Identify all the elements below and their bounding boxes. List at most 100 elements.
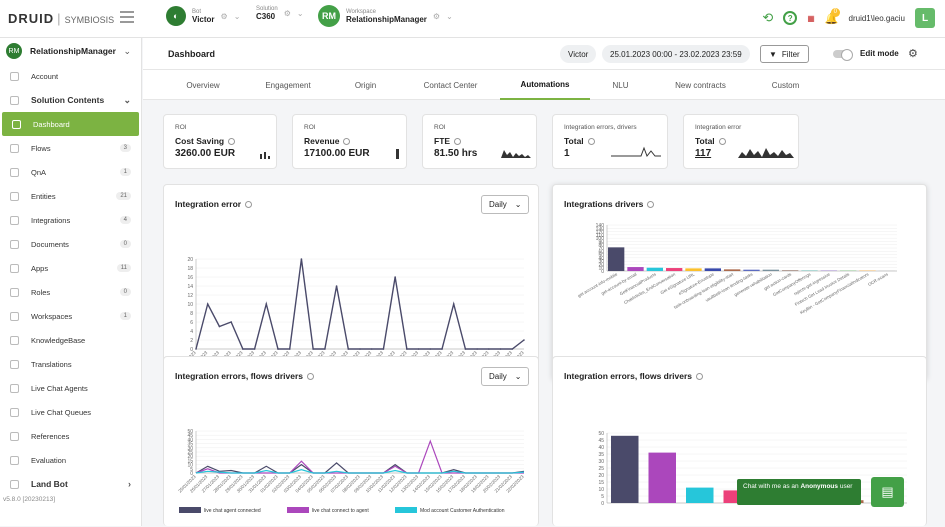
chat-launcher-icon[interactable]: ▤ [871, 477, 904, 507]
sidebar-item-translations[interactable]: Translations [0, 352, 141, 376]
notifications-icon[interactable]: 🔔0 [825, 12, 839, 25]
bar [647, 268, 663, 271]
filter-icon: ▼ [769, 50, 777, 59]
kpi-revenue: ROI Revenue 17100.00 EUR [292, 114, 407, 169]
edit-mode-label: Edit mode [860, 49, 899, 58]
bar [705, 268, 721, 271]
integrations-icon[interactable]: ⟲ [762, 10, 773, 26]
sidebar-item-land-bot[interactable]: Land Bot› [0, 472, 141, 496]
bar [666, 268, 682, 271]
bar [611, 436, 639, 503]
sparkline [394, 148, 402, 159]
page-title: Dashboard [168, 49, 215, 59]
settings-icon[interactable]: ⚙ [221, 12, 228, 21]
y-tick-label: 20 [598, 473, 604, 479]
sparkline [259, 149, 271, 159]
chevron-down-icon[interactable]: ⌄ [123, 95, 131, 106]
integration-error-line-chart: 0246810121416182025/01/202326/01/202327/… [164, 185, 540, 377]
filter-button[interactable]: ▼Filter [760, 45, 809, 63]
kpi-cost-saving: ROI Cost Saving 3260.00 EUR [163, 114, 277, 169]
sparkline [501, 148, 531, 159]
info-icon [719, 138, 726, 145]
bot-pill[interactable]: Victor [560, 45, 596, 63]
workspace-avatar: RM [318, 5, 340, 27]
sidebar-item-evaluation[interactable]: Evaluation [0, 448, 141, 472]
knowledgebase-icon [10, 336, 19, 345]
settings-icon[interactable]: ⚙ [433, 12, 440, 21]
gear-icon[interactable]: ⚙ [908, 47, 918, 60]
menu-icon[interactable] [120, 11, 134, 26]
chevron-down-icon[interactable]: ⌄ [297, 9, 304, 18]
kpi-integration-error: Integration error Total 117 [683, 114, 799, 169]
legend-label: live chat agent connected [204, 508, 261, 514]
series-line [196, 470, 524, 473]
username[interactable]: druid1\leo.gaciu [849, 14, 905, 23]
y-tick-label: 50 [598, 431, 604, 437]
help-icon[interactable]: ? [783, 11, 797, 25]
series-line [196, 441, 524, 473]
tab-nlu[interactable]: NLU [603, 70, 638, 100]
sidebar-item-knowledgebase[interactable]: KnowledgeBase [0, 328, 141, 352]
user-avatar[interactable]: L [915, 8, 935, 28]
tab-origin[interactable]: Origin [343, 70, 388, 100]
druid-logo[interactable]: DRUID|SYMBIOSIS [8, 11, 114, 26]
qna-icon [10, 168, 19, 177]
tab-engagement[interactable]: Engagement [253, 70, 323, 100]
workspaces-icon [10, 312, 19, 321]
tab-contact-center[interactable]: Contact Center [413, 70, 488, 100]
bar [724, 269, 740, 271]
workspace-avatar: RM [6, 43, 22, 59]
sidebar-item-references[interactable]: References [0, 424, 141, 448]
references-icon [10, 432, 19, 441]
apps-icon [10, 264, 19, 273]
tab-new-contracts[interactable]: New contracts [663, 70, 738, 100]
dashboard-icon [12, 120, 21, 129]
tab-automations[interactable]: Automations [500, 70, 590, 100]
main-content: Dashboard Victor 25.01.2023 00:00 - 23.0… [143, 38, 945, 526]
bar [686, 488, 714, 503]
agents-icon [10, 384, 19, 393]
integration-error-total-link[interactable]: 117 [695, 148, 711, 159]
language-flag-icon[interactable]: ▦ [807, 14, 815, 23]
documents-icon [10, 240, 19, 249]
sidebar-item-live-chat-agents[interactable]: Live Chat Agents [0, 376, 141, 400]
y-tick-label: 6 [190, 320, 193, 326]
chevron-down-icon[interactable]: ⌄ [234, 12, 241, 21]
y-tick-label: 30 [598, 459, 604, 465]
bar [627, 267, 643, 271]
sidebar-section-solution-contents[interactable]: Solution Contents⌄ [0, 88, 141, 112]
sidebar-item-dashboard[interactable]: Dashboard [2, 112, 139, 136]
tab-overview[interactable]: Overview [173, 70, 233, 100]
chevron-right-icon[interactable]: › [128, 479, 131, 489]
evaluation-icon [10, 456, 19, 465]
y-tick-label: 10 [187, 302, 193, 308]
chevron-down-icon[interactable]: ⌄ [123, 46, 131, 57]
y-tick-label: 10 [598, 487, 604, 493]
sidebar-item-account[interactable]: Account [0, 64, 141, 88]
chevron-down-icon[interactable]: ⌄ [446, 12, 453, 21]
sidebar-item-live-chat-queues[interactable]: Live Chat Queues [0, 400, 141, 424]
chat-invitation[interactable]: Chat with me as an Anonymous user [737, 479, 861, 505]
dashboard-header: Dashboard Victor 25.01.2023 00:00 - 23.0… [143, 38, 945, 70]
tab-custom[interactable]: Custom [758, 70, 813, 100]
x-tick-label: OCR-scans [867, 272, 889, 287]
date-range-picker[interactable]: 25.01.2023 00:00 - 23.02.2023 23:59 [602, 45, 750, 63]
settings-icon[interactable]: ⚙ [284, 9, 291, 18]
bot-icon: ◐ [166, 6, 186, 26]
sparkline [738, 146, 794, 158]
flows-icon [10, 144, 19, 153]
edit-mode-toggle[interactable] [833, 50, 849, 58]
sidebar-workspace[interactable]: RM RelationshipManager ⌄ [0, 38, 141, 64]
